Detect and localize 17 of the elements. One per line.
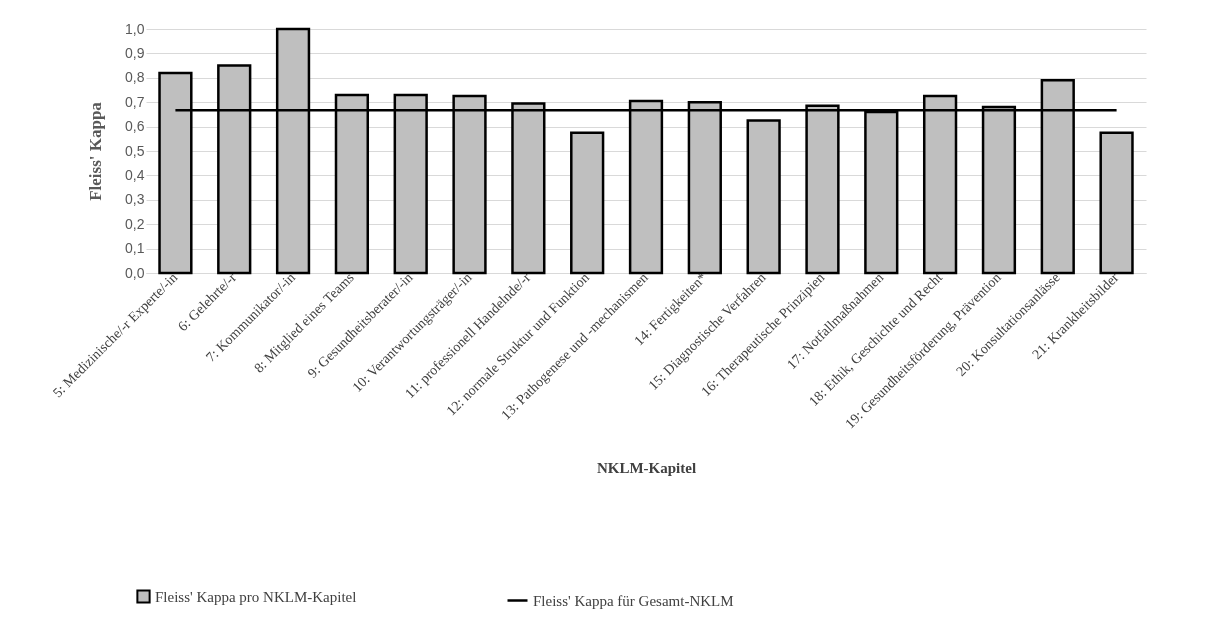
y-tick-label: 0,9 [125, 44, 145, 61]
y-tick-label: 0,8 [125, 69, 145, 86]
y-axis-title: Fleiss' Kappa [86, 101, 106, 201]
y-tick-label: 0,6 [125, 118, 145, 135]
y-tick-label: 0,5 [125, 142, 145, 159]
y-tick-label: 0,7 [125, 93, 145, 110]
y-tick-label: 0,2 [125, 215, 145, 232]
y-tick-label: 0,3 [125, 191, 145, 208]
x-axis-title: NKLM-Kapitel [596, 460, 697, 477]
legend-label: Fleiss' Kappa für Gesamt-NKLM [533, 592, 734, 609]
y-tick-label: 0,4 [125, 166, 145, 183]
legend-label: Fleiss' Kappa pro NKLM-Kapitel [155, 588, 357, 605]
y-tick-label: 1,0 [125, 20, 145, 37]
bar [1099, 131, 1134, 275]
bar [746, 119, 781, 275]
y-tick-label: 0,1 [125, 240, 145, 257]
bar [570, 131, 605, 275]
